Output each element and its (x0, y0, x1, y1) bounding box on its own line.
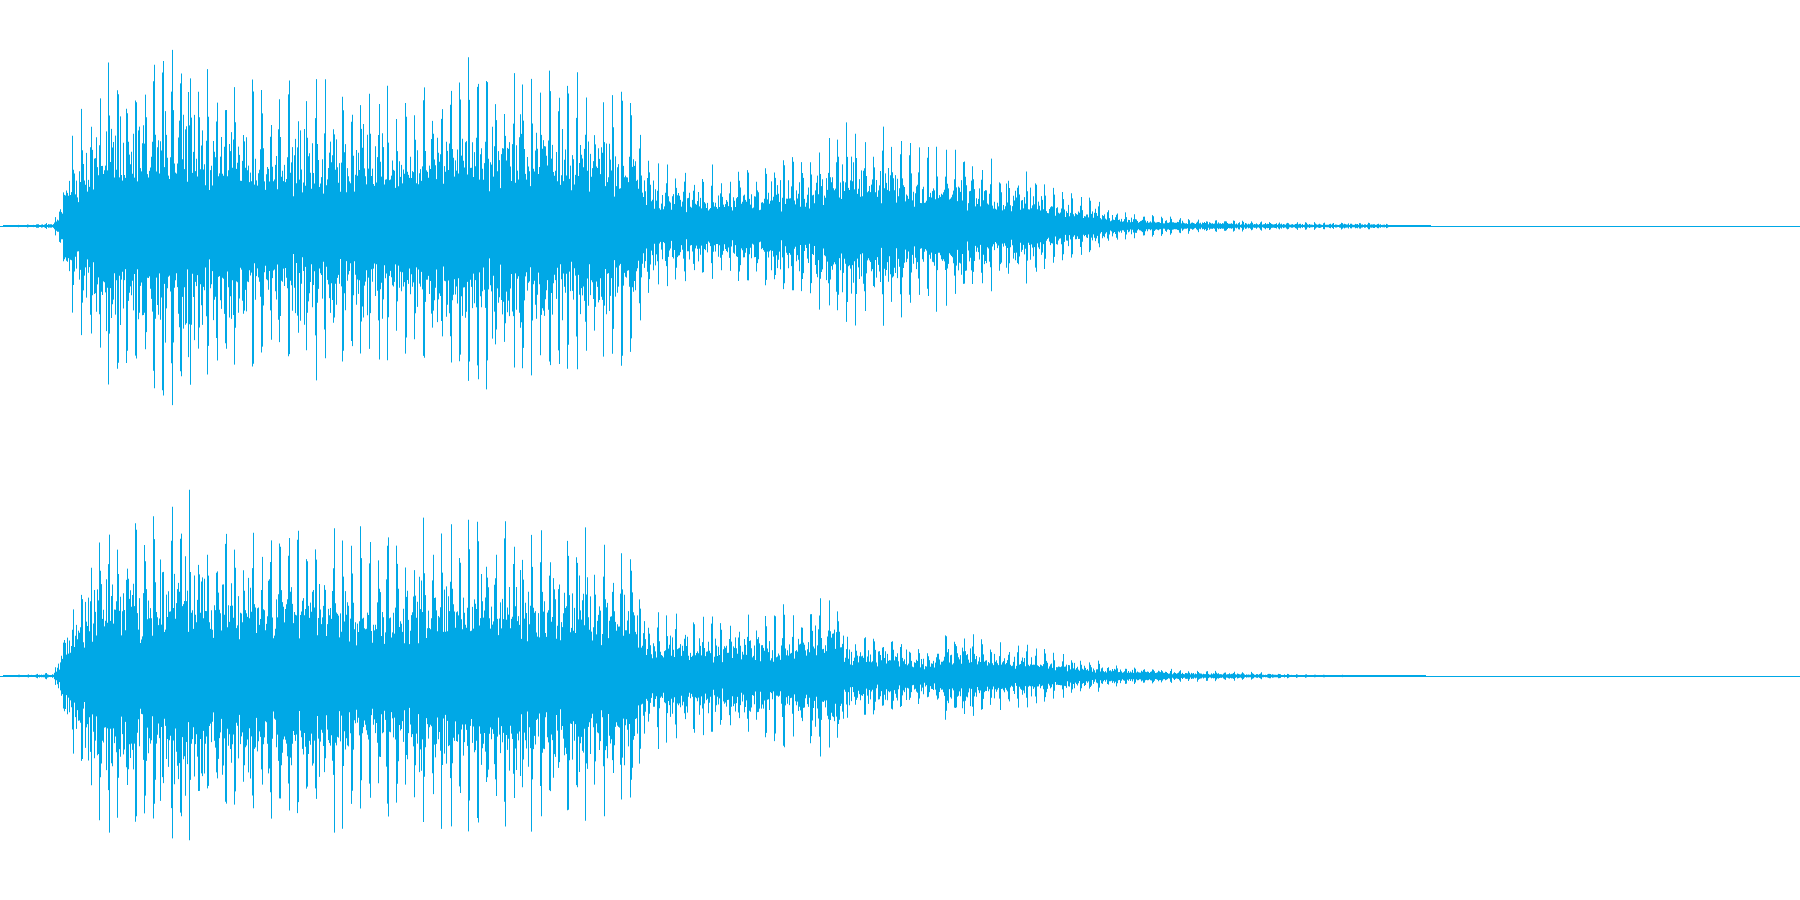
waveform-samples (3, 49, 1431, 406)
waveform-channel-1 (0, 49, 1800, 406)
waveform-channel-2 (0, 489, 1800, 841)
waveform-samples (3, 489, 1426, 841)
